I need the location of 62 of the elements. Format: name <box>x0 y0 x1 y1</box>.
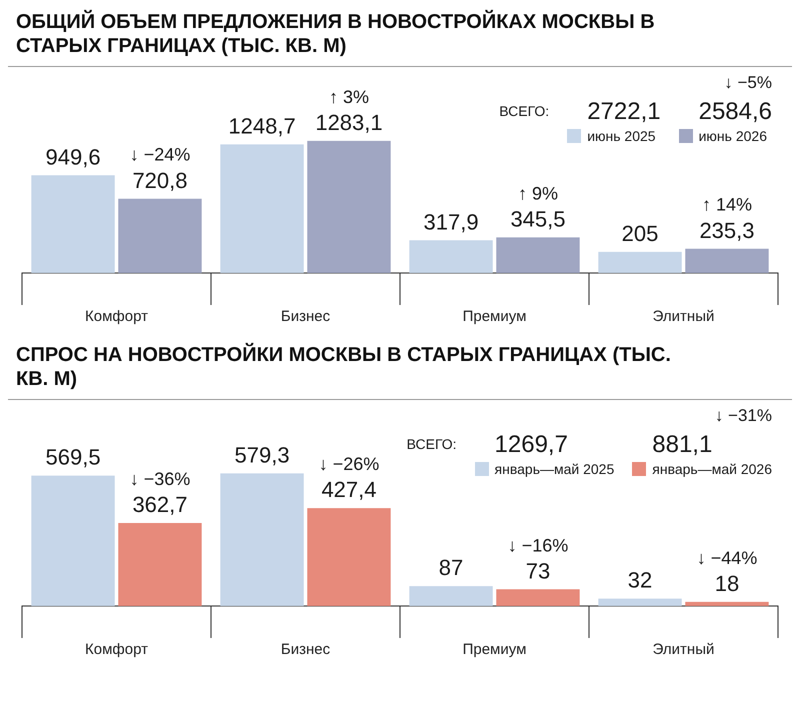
annotation: ↓ −44% <box>696 548 758 568</box>
bar <box>118 198 202 273</box>
x-tick-label: Премиум <box>462 641 526 658</box>
data-label: 720,8 <box>132 168 188 193</box>
text: ВСЕГО: <box>406 436 457 452</box>
data-label: 1248,7 <box>228 113 296 138</box>
bar <box>496 237 580 273</box>
x-tick-label: Бизнес <box>280 641 331 658</box>
annotation: ↑ 14% <box>702 194 752 215</box>
annotation: ↑ 3% <box>328 86 369 107</box>
text: 2584,6 <box>698 97 772 127</box>
text: ↓ −5% <box>723 73 772 94</box>
text: ВСЕГО: <box>499 103 550 119</box>
data-label: 345,5 <box>510 206 566 232</box>
data-label: 205 <box>622 220 658 246</box>
data-label: 579,3 <box>234 442 290 468</box>
x-tick-label: Комфорт <box>85 641 148 658</box>
text: 2722,1 <box>586 97 661 127</box>
x-tick-label: Премиум <box>462 308 526 326</box>
legend-label: июнь 2025 <box>587 127 656 145</box>
data-label: 362,7 <box>132 492 188 518</box>
bar <box>598 252 682 273</box>
bar <box>409 240 493 273</box>
bar <box>685 602 769 606</box>
data-label: 18 <box>714 570 740 596</box>
legend-label: июнь 2026 <box>698 127 767 145</box>
x-tick-label: Элитный <box>652 308 714 326</box>
legend-label: январь—май 2025 <box>494 460 614 478</box>
annotation: ↓ −36% <box>130 468 190 489</box>
bar <box>307 508 391 606</box>
x-tick-label: Комфорт <box>85 308 148 326</box>
data-label: 32 <box>628 568 652 593</box>
bar <box>496 589 580 606</box>
chart-title: СПРОС НА НОВОСТРОЙКИ МОСКВЫ В СТАРЫХ ГРАНИЦАХ (ТЫС. КВ. М) <box>15 342 672 392</box>
data-label: 235,3 <box>699 218 754 243</box>
annotation: ↓ −24% <box>130 144 190 165</box>
bar <box>31 175 115 273</box>
bar <box>598 598 682 606</box>
data-label: 569,5 <box>46 444 101 470</box>
text: ↓ −31% <box>714 406 772 427</box>
data-label: 73 <box>526 558 550 584</box>
x-tick-label: Элитный <box>652 641 714 658</box>
data-label: 949,6 <box>46 144 101 170</box>
annotation: ↑ 9% <box>518 183 558 204</box>
data-label: 87 <box>438 555 464 580</box>
data-label: 317,9 <box>424 209 479 234</box>
bar <box>409 586 493 606</box>
bar <box>220 144 304 273</box>
text: 1269,7 <box>494 430 569 460</box>
x-tick-label: Бизнес <box>280 308 331 326</box>
bar <box>31 476 115 606</box>
data-label: 1283,1 <box>315 110 383 135</box>
annotation: ↓ −26% <box>318 454 380 474</box>
legend-label: январь—май 2026 <box>652 460 772 478</box>
chart-title: ОБЩИЙ ОБЪЕМ ПРЕДЛОЖЕНИЯ В НОВОСТРОЙКАХ МОСКВЫ В СТАРЫХ ГРАНИЦАХ (ТЫС. КВ. М) <box>15 8 656 59</box>
bar <box>685 248 769 273</box>
bar <box>118 522 202 606</box>
data-label: 427,4 <box>321 477 376 502</box>
bar <box>307 140 391 273</box>
bar <box>220 473 304 606</box>
annotation: ↓ −16% <box>508 535 568 556</box>
text: 881,1 <box>651 430 714 460</box>
